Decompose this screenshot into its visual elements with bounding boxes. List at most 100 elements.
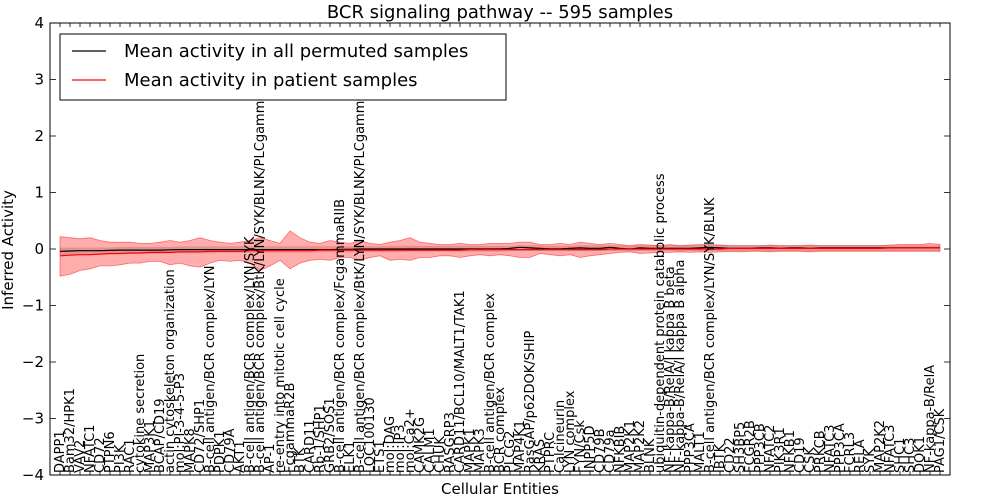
x-tick-label: CARD11/BCL10/MALT1/TAK1 xyxy=(453,290,468,473)
x-tick-label: FcgammaR2B xyxy=(283,383,298,473)
x-tick-label: FYN/Csk xyxy=(573,420,588,473)
x-tick-label: RASGRP3 xyxy=(443,412,458,473)
x-tick-label: CALM1 xyxy=(423,428,438,473)
x-tick-label: MAP2K2 xyxy=(873,420,888,473)
legend-entry-permuted: Mean activity in all permuted samples xyxy=(124,41,468,62)
legend-entry-patient: Mean activity in patient samples xyxy=(124,70,418,91)
x-tick-label: NFKB1 xyxy=(783,430,798,473)
x-tick-label: PTPN6 xyxy=(103,431,118,473)
x-tick-label: NFATC3 xyxy=(823,425,838,473)
x-tick-label: PLCG2 xyxy=(503,430,518,473)
x-tick-label: CD72 xyxy=(93,437,108,473)
x-tick-label: LYN complex xyxy=(563,390,578,473)
x-tick-label: CD79a xyxy=(603,429,618,473)
x-tick-label: CARD11 xyxy=(303,419,318,473)
x-tick-label: NF-kappa-B/RelA/I kappa B alpha xyxy=(673,260,688,473)
x-tick-label: cytokine secretion xyxy=(133,354,148,473)
y-axis-label: Inferred Activity xyxy=(0,190,17,310)
x-tick-label: Rb-1/SHP1 xyxy=(313,404,328,473)
x-tick-label: mol:IP3 xyxy=(393,424,408,473)
x-tick-label: PAG1/CSK xyxy=(933,408,948,473)
x-tick-label: B-cell antigen/BCR complex/FcgammaRIIB xyxy=(333,199,348,473)
x-tick-label: PPP3CA xyxy=(833,423,848,473)
x-tick-label: DAPP1 xyxy=(53,430,68,473)
x-tick-label: CAMK2G xyxy=(413,417,428,473)
x-tick-label: GRB2/SOS1 xyxy=(323,397,338,473)
x-tick-label: NFKBIB xyxy=(613,426,628,473)
x-tick-label: PPP3CA xyxy=(683,423,698,473)
x-tick-label: NF-kappa-B/RelA/I kappa B beta xyxy=(663,266,678,473)
x-tick-label: ELK1 xyxy=(343,441,358,473)
x-tick-label: FCGR2B xyxy=(743,420,758,473)
x-tick-label: NFATC2 xyxy=(763,425,778,473)
x-tick-label: VAV2 xyxy=(73,440,88,473)
x-tick-label: PI3K xyxy=(113,444,128,473)
x-tick-label: mol:Ca2+ xyxy=(403,408,418,473)
plot-area: DAPP1Bam32/HPK1VAV2NFATC1CD72PTPN6PI3KRA… xyxy=(22,14,951,484)
y-tick-label: −2 xyxy=(22,353,44,371)
x-tick-label: INPP5D xyxy=(583,425,598,473)
x-tick-label: CD79B xyxy=(593,428,608,473)
x-tick-label: B-cell antigen/BCR complex xyxy=(483,293,498,473)
plot-frame xyxy=(49,22,951,476)
x-tick-label: MAPK3 xyxy=(473,428,488,473)
legend: Mean activity in all permuted samples Me… xyxy=(59,33,507,101)
x-tick-label: CSK xyxy=(803,447,818,473)
x-tick-label: IBTK xyxy=(713,443,728,473)
x-tick-label: AP-1 xyxy=(263,444,278,473)
x-tick-label: CD19 xyxy=(793,437,808,473)
x-tick-label: MAP3K1 xyxy=(143,420,158,473)
y-tick-label: −1 xyxy=(22,297,44,315)
x-tick-label: NF-kappa-B/RelA xyxy=(923,365,938,473)
x-tick-label: Bam32/HPK1 xyxy=(63,388,78,473)
legend-box xyxy=(59,33,507,101)
x-tick-label: NFATC1 xyxy=(83,425,98,473)
x-tick-label: MAP2K1 xyxy=(623,420,638,473)
x-tick-label: RELA xyxy=(853,439,868,473)
x-tick-label: ETS1 xyxy=(373,440,388,473)
x-axis-label: Cellular Entities xyxy=(441,480,559,498)
x-tick-label: LOC100130 xyxy=(363,397,378,473)
x-tick-label: B-cell antigen/BCR complex/BtK/LYN/SYK/B… xyxy=(253,84,268,473)
x-tick-label: BCR complex xyxy=(493,387,508,473)
y-tick-label: −3 xyxy=(22,410,44,428)
x-tick-label: actin cytoskeleton organization xyxy=(163,269,178,473)
y-tick-label: 0 xyxy=(34,240,44,258)
y-tick-label: −4 xyxy=(22,466,44,484)
y-tick-label: 1 xyxy=(34,184,44,202)
patient-confidence-band xyxy=(59,230,941,277)
series-line-patient xyxy=(59,247,940,257)
x-tick-label: mol:PI-3-4-5-P3 xyxy=(173,373,188,473)
y-tick-label: 4 xyxy=(34,14,44,32)
y-tick-label: 3 xyxy=(34,71,44,89)
x-tick-label: SHC1 xyxy=(893,438,908,473)
x-tick-label: SHC3 xyxy=(903,438,918,473)
x-tick-label: CHUK xyxy=(433,436,448,473)
x-tick-label: PPP3CB xyxy=(753,423,768,473)
x-tick-label: PTPRC xyxy=(543,432,558,473)
x-tick-label: mol:DAG xyxy=(383,416,398,473)
x-tick-label: RasGAP/p62DOK/SHIP xyxy=(523,331,538,473)
x-tick-label: B-cell antigen/BCR complex/LYN/SYK xyxy=(243,236,258,473)
x-tick-label: KRAS xyxy=(533,439,548,473)
x-tick-label: BTK xyxy=(293,447,308,473)
x-tick-label: MAPK8 xyxy=(183,428,198,473)
x-tick-label: SYK xyxy=(863,448,878,473)
x-tick-label: SH3BP5 xyxy=(733,422,748,473)
x-tick-label: RAC1 xyxy=(123,438,138,473)
x-tick-label: PIK3R1 xyxy=(773,427,788,473)
x-tick-label: PRKCB xyxy=(813,430,828,473)
chart-title: BCR signaling pathway -- 595 samples xyxy=(327,2,673,23)
x-tick-label: AKT1 xyxy=(233,440,248,473)
x-tick-label: CD72/SHP1 xyxy=(193,399,208,473)
x-tick-label: re-entry into mitotic cell cycle xyxy=(273,278,288,473)
x-tick-label: Calcineurin xyxy=(553,400,568,473)
x-tick-label: MAPK1 xyxy=(463,428,478,473)
x-tick-label: BLNK xyxy=(643,438,658,473)
x-tick-label: MALT1 xyxy=(693,431,708,473)
x-tick-label: B-cell antigen/BCR complex/LYN/SYK/BLNK xyxy=(703,197,718,473)
x-tick-label: BCAP/CD19 xyxy=(153,398,168,473)
x-tick-label: ubiquitin-dependent protein catabolic pr… xyxy=(653,173,668,473)
x-tick-label: PDPK1 xyxy=(213,431,228,474)
x-tick-label: DOK1 xyxy=(913,436,928,473)
